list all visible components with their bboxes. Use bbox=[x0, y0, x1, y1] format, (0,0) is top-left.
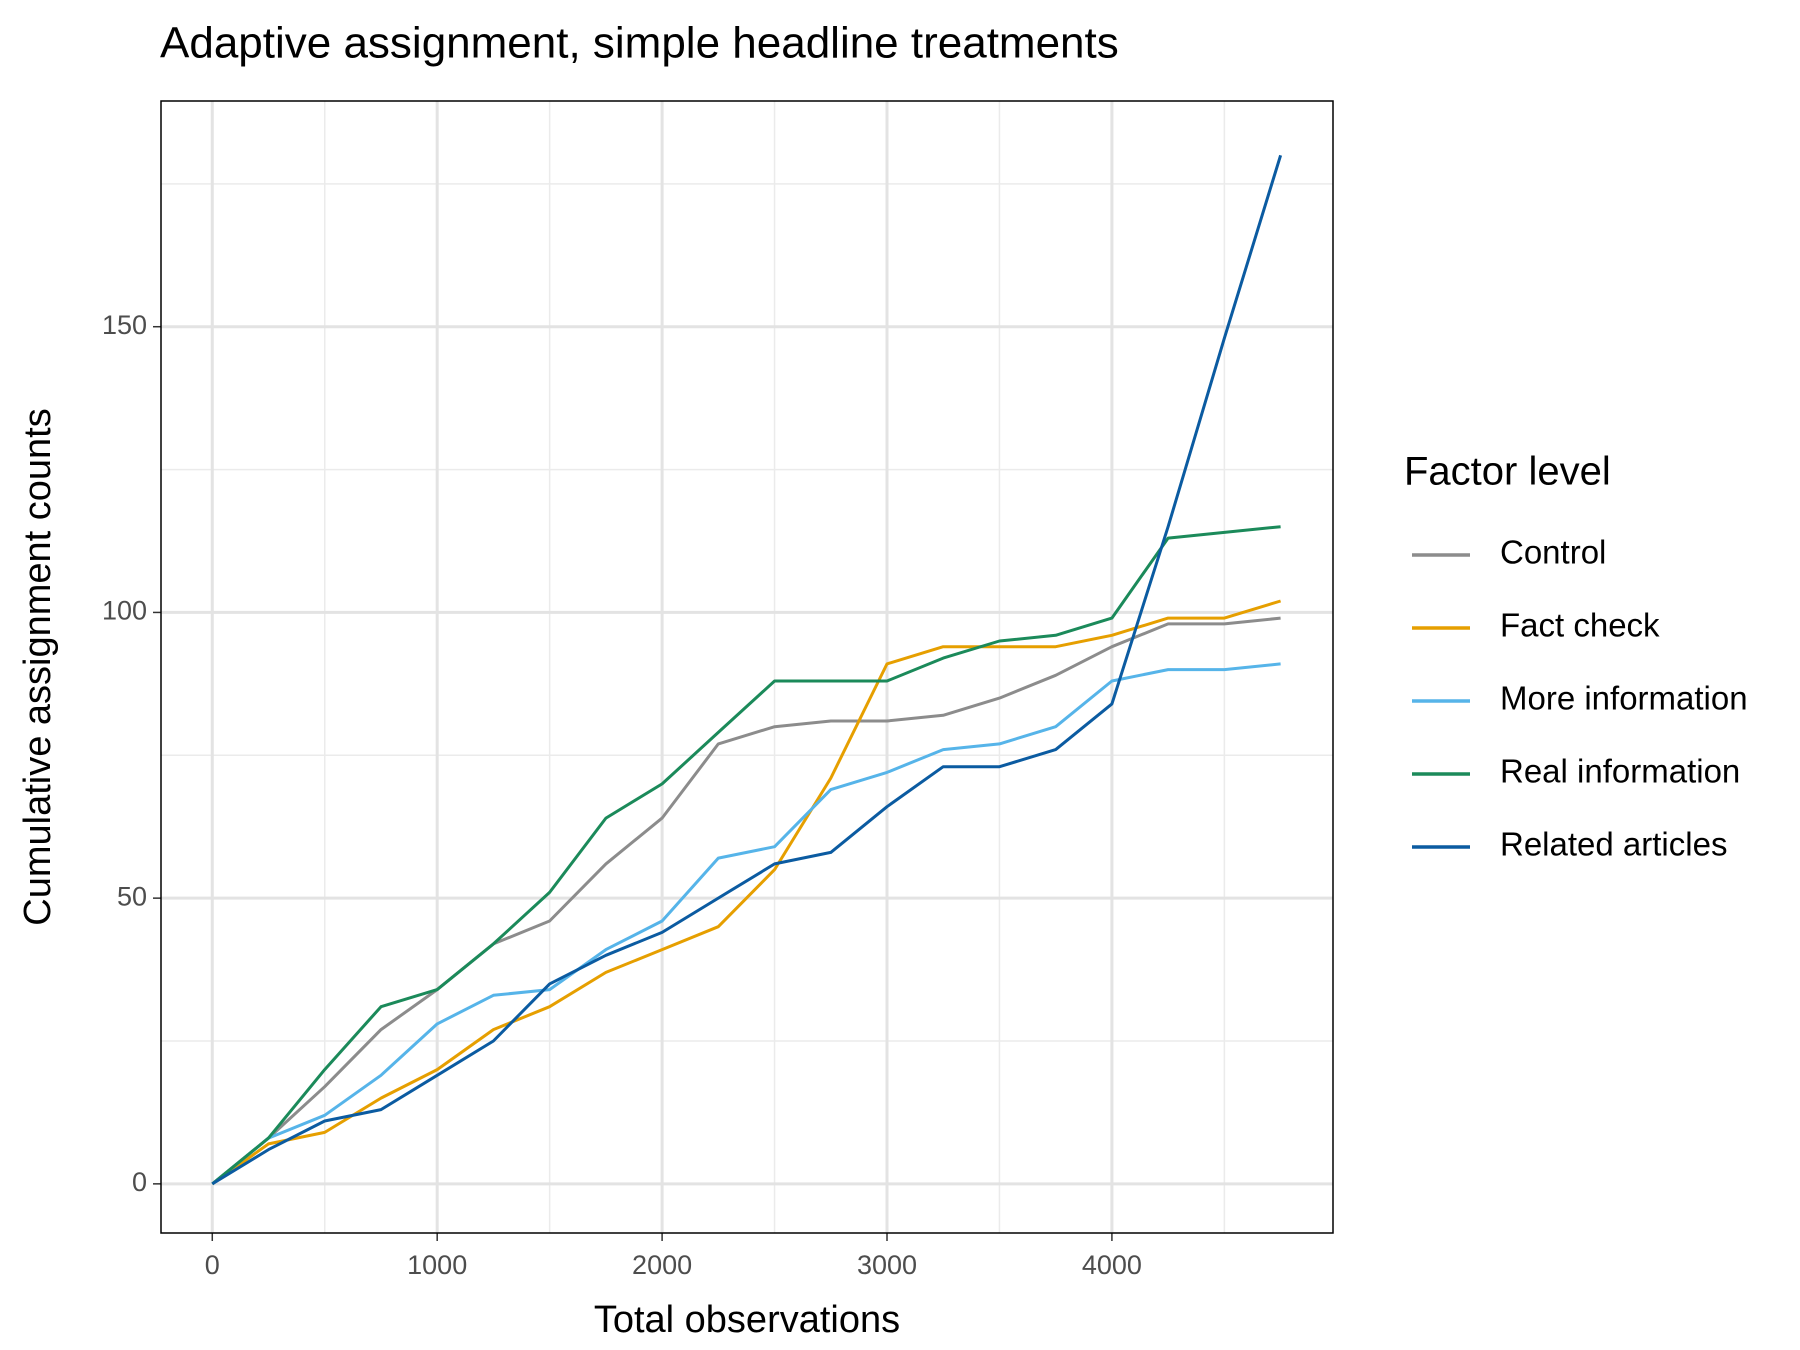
chart-title: Adaptive assignment, simple headline tre… bbox=[160, 19, 1119, 68]
y-axis-label: Cumulative assignment counts bbox=[17, 408, 59, 925]
legend-label: Related articles bbox=[1500, 826, 1727, 863]
y-tick-label: 50 bbox=[117, 881, 147, 911]
x-tick-label: 4000 bbox=[1082, 1250, 1142, 1280]
x-axis-label: Total observations bbox=[594, 1299, 900, 1341]
legend-title: Factor level bbox=[1404, 450, 1611, 494]
series-line bbox=[211, 599, 1282, 1186]
y-tick-label: 100 bbox=[102, 596, 147, 626]
x-tick-label: 1000 bbox=[407, 1250, 467, 1280]
legend-label: Fact check bbox=[1500, 607, 1660, 644]
y-tick-label: 150 bbox=[102, 310, 147, 340]
legend-label: Real information bbox=[1500, 753, 1740, 790]
plot-border bbox=[160, 100, 1334, 1234]
series-line bbox=[211, 525, 1281, 1186]
legend-label: More information bbox=[1500, 680, 1748, 717]
x-tick-label: 3000 bbox=[857, 1250, 917, 1280]
series-line bbox=[211, 154, 1283, 1186]
series-line bbox=[211, 662, 1281, 1186]
legend-label: Control bbox=[1500, 534, 1606, 571]
x-tick-label: 0 bbox=[205, 1250, 220, 1280]
y-tick-label: 0 bbox=[132, 1167, 147, 1197]
x-tick-label: 2000 bbox=[632, 1250, 692, 1280]
series-line bbox=[211, 616, 1281, 1186]
